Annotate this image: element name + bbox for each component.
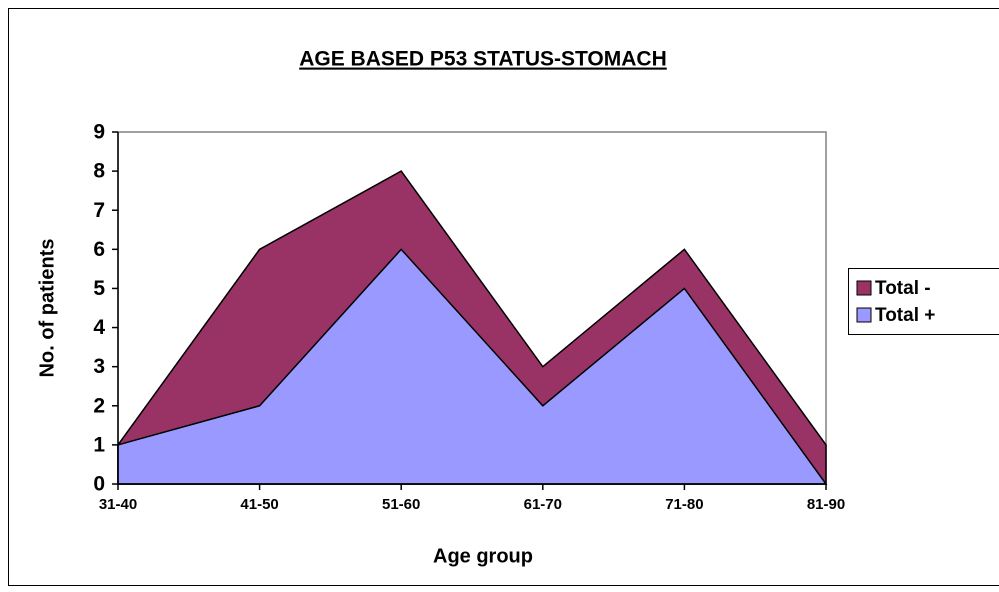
y-tick-label: 2 — [93, 394, 105, 417]
y-tick-label: 1 — [93, 433, 105, 456]
legend-swatch — [856, 280, 872, 296]
x-axis-label: Age group — [433, 545, 533, 567]
area — [117, 248, 828, 485]
y-tick-label: 7 — [93, 199, 105, 222]
legend-label: Total - — [875, 278, 931, 299]
y-tick-label: 4 — [93, 316, 105, 339]
y-tick-label: 5 — [93, 277, 105, 300]
y-tick-label: 8 — [93, 160, 105, 183]
x-tick-label: 31-40 — [99, 496, 137, 513]
legend-swatch — [856, 307, 872, 323]
x-tick-label: 81-90 — [807, 496, 845, 513]
x-tick-label: 61-70 — [524, 496, 562, 513]
y-tick-label: 9 — [93, 121, 105, 144]
legend-label: Total + — [875, 305, 935, 326]
chart-title: AGE BASED P53 STATUS-STOMACH — [299, 48, 667, 71]
x-tick-label: 51-60 — [382, 496, 420, 513]
x-tick-label: 71-80 — [665, 496, 703, 513]
legend-box — [848, 268, 999, 335]
x-tick-label: 41-50 — [240, 496, 278, 513]
y-tick-label: 6 — [93, 238, 105, 261]
y-axis-label: No. of patients — [36, 239, 58, 378]
y-tick-label: 0 — [93, 473, 105, 496]
y-tick-label: 3 — [93, 355, 105, 378]
